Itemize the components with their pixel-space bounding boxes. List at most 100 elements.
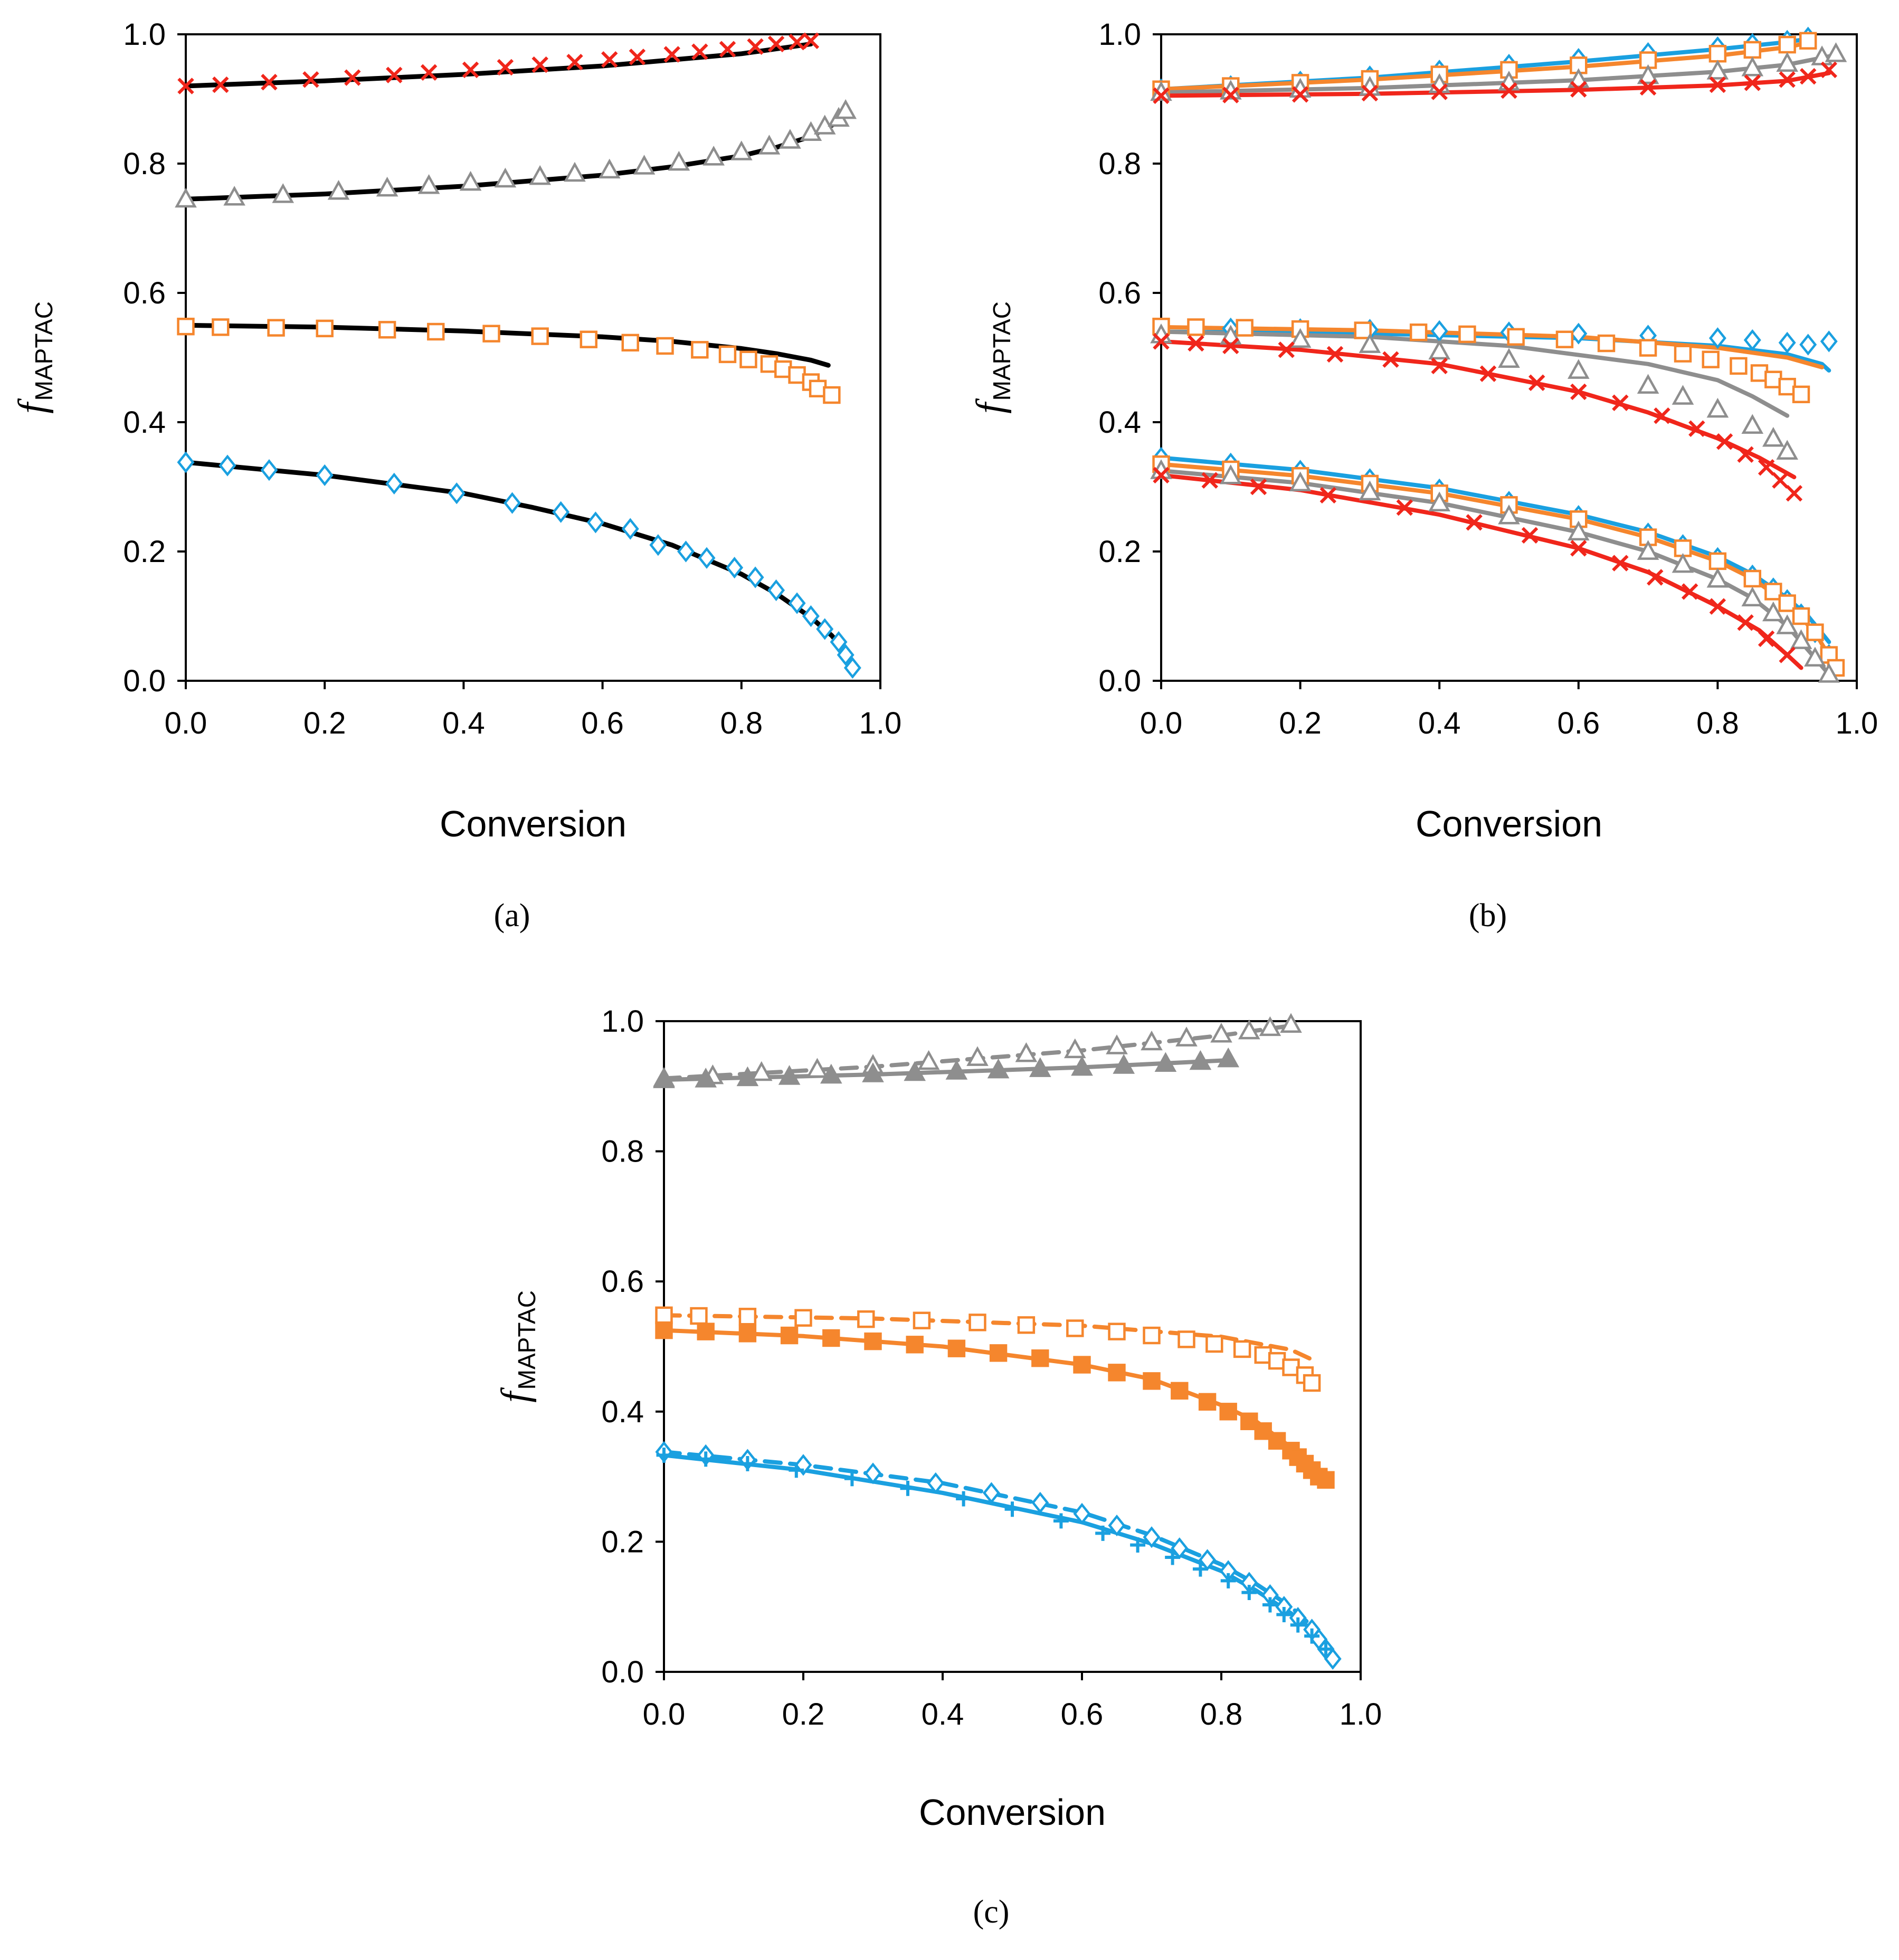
data-point [1165,1549,1181,1565]
data-point [844,1471,860,1487]
data-point [1108,1322,1126,1340]
data-point [223,186,245,206]
data-point [736,1066,759,1087]
data-point [917,1050,940,1070]
data-point [780,1326,799,1345]
data-point [806,1058,829,1078]
data-point [1639,79,1657,96]
data-point [1744,74,1761,91]
data-point [1143,1326,1161,1345]
data-point [1637,540,1659,560]
data-point [531,56,548,73]
data-point [649,534,667,556]
data-point [621,518,639,540]
data-point [1289,471,1312,491]
data-point [1141,1030,1163,1051]
data-point [1764,370,1782,388]
data-point [1806,623,1824,641]
series-4 [655,1441,1342,1670]
data-point [947,1339,966,1357]
y-tick-label: 0.4 [601,1395,644,1429]
data-point [1250,478,1267,496]
data-point [1555,330,1574,348]
data-point [1792,385,1810,404]
data-point [1319,487,1337,504]
data-point [1758,459,1775,476]
data-point [1772,472,1789,489]
data-point [966,1046,989,1066]
data-point [1359,480,1381,501]
data-point [1458,325,1476,344]
y-tick-label: 0.2 [601,1525,644,1559]
y-tick-label: 0.6 [1098,276,1141,310]
data-point [987,1058,1010,1079]
x-tick-label: 0.6 [581,706,624,740]
y-tick-label: 0.2 [123,535,166,569]
data-point [1799,32,1817,50]
data-point [1778,35,1796,54]
data-point [747,38,764,55]
data-point [969,1314,986,1331]
series-1 [653,1047,1240,1088]
data-point [1800,68,1817,85]
data-point [1570,81,1587,98]
data-point [1276,1607,1292,1622]
y-tick-label: 0.8 [1098,147,1141,181]
data-point [1570,540,1587,557]
x-axis-title: Conversion [1416,803,1602,844]
y-tick-label: 1.0 [1098,17,1141,52]
data-point [1431,83,1448,100]
data-point [1466,514,1483,531]
data-point [857,1310,875,1328]
x-tick-label: 0.0 [1140,706,1183,740]
data-point [302,71,319,88]
series-5 [656,1447,1334,1657]
data-point [580,330,597,348]
data-point [1570,383,1587,401]
panel-c: 0.0 0.2 0.4 0.6 0.8 1.0 0.0 0.2 0.4 0.6 0.8 1.0 Conv… [493,1004,1382,1930]
data-point [1073,1356,1091,1374]
data-point [260,459,278,481]
data-point [746,566,764,588]
data-point [1612,555,1629,572]
data-point [1758,630,1775,648]
fit-curve-3 [183,460,855,667]
data-point [802,32,820,49]
data-point [1031,1349,1049,1367]
data-point [750,1061,773,1081]
data-point [697,1322,715,1340]
data-point [820,1063,842,1084]
data-point [1647,569,1664,586]
data-point [1706,60,1729,80]
data-point [1570,322,1588,345]
data-point [1219,1403,1237,1421]
data-point [823,386,841,404]
x-tick-label: 0.4 [1418,706,1461,740]
panel-b: 0.0 0.2 0.4 0.6 0.8 1.0 0.0 0.2 0.4 0.6 0.8 1.0 Conv… [969,17,1878,934]
data-point [1737,446,1754,463]
y-tick-label: 0.4 [1098,405,1141,440]
data-point [1171,1382,1189,1400]
data-point [1820,330,1838,353]
data-point [448,482,466,505]
data-point [344,69,361,86]
data-point [316,464,334,487]
data-point [621,334,639,352]
data-point [1015,1042,1038,1062]
data-point [1259,1016,1281,1036]
y-axis-title-sub: MAPTAC [513,1290,540,1390]
data-point [552,501,570,523]
data-point [1031,1491,1049,1514]
y-tick-label: 0.4 [123,405,166,440]
x-tick-label: 0.2 [1279,706,1322,740]
y-tick-label: 1.0 [123,17,166,52]
data-point [794,1309,812,1327]
panel-a: 0.0 0.2 0.4 0.6 0.8 1.0 0.0 0.2 0.4 0.6 0.8 1.0 Conv… [11,17,901,934]
plot-frame [663,1020,1362,1673]
data-point [1672,385,1694,405]
data-point [1254,1422,1272,1440]
data-point [698,547,716,569]
data-point [1681,583,1698,600]
x-tick-label: 0.0 [165,706,207,740]
y-tick-label: 0.6 [123,276,166,310]
